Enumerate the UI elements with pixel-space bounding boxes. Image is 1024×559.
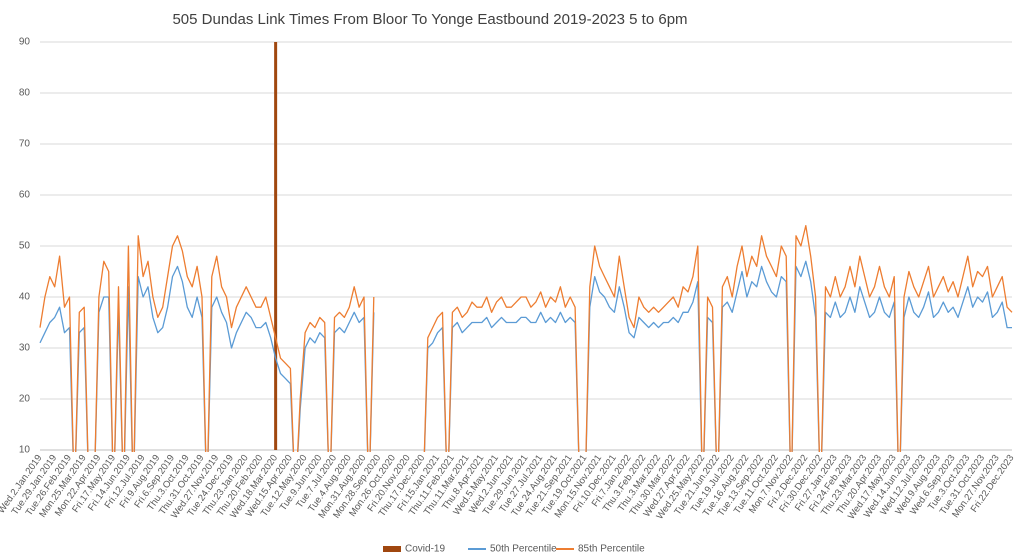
y-tick-label: 10 [19, 445, 31, 456]
legend-label: 50th Percentile [490, 544, 557, 555]
y-tick-label: 50 [19, 241, 31, 252]
legend-label: Covid-19 [405, 544, 445, 555]
y-tick-label: 40 [19, 292, 31, 303]
legend-label: 85th Percentile [578, 544, 645, 555]
legend: Covid-19 50th Percentile 85th Percentile [383, 544, 645, 555]
y-tick-label: 60 [19, 190, 31, 201]
legend-swatch [383, 546, 401, 552]
grid: 102030405060708090Wed.2.Jan.2019Tue.29.J… [0, 37, 1017, 522]
y-tick-label: 30 [19, 343, 31, 354]
plot-area [39, 42, 1013, 452]
y-tick-label: 80 [19, 88, 31, 99]
y-tick-label: 70 [19, 139, 31, 150]
bar [274, 42, 278, 450]
y-tick-label: 90 [19, 37, 31, 48]
line [39, 224, 1013, 452]
chart-title: 505 Dundas Link Times From Bloor To Yong… [172, 11, 687, 28]
y-tick-label: 20 [19, 394, 31, 405]
